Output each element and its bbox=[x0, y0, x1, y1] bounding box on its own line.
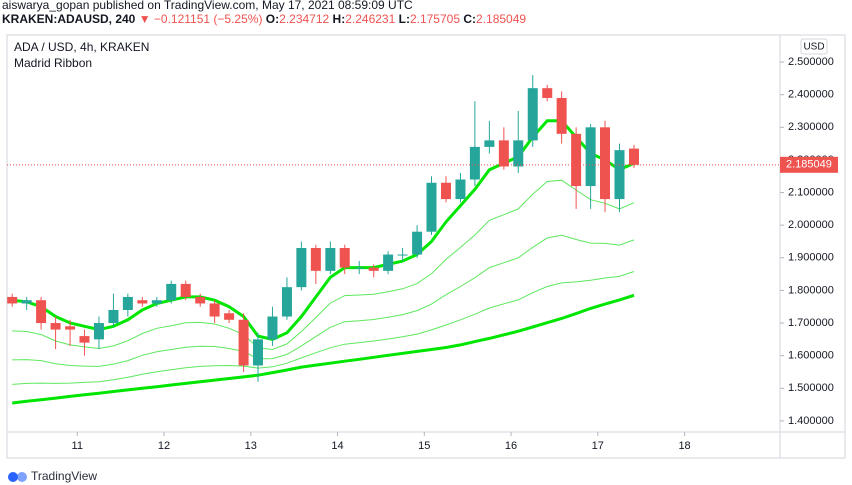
candle-body bbox=[238, 319, 249, 366]
logo-mark bbox=[8, 472, 18, 482]
chart-title: ADA / USD, 4h, KRAKEN bbox=[14, 40, 149, 54]
symbol-line: KRAKEN:ADAUSD, 240 ▼ −0.121151 (−5.25%) … bbox=[2, 12, 526, 26]
frame bbox=[6, 34, 846, 459]
candle-body bbox=[21, 300, 32, 304]
candle-body bbox=[498, 140, 509, 167]
candle-body bbox=[36, 300, 47, 324]
candle-body bbox=[310, 248, 321, 271]
candle-body bbox=[296, 248, 307, 288]
candle-body bbox=[469, 146, 480, 180]
candle-body bbox=[195, 296, 206, 304]
candle-body bbox=[383, 254, 394, 271]
candle-body bbox=[440, 182, 451, 200]
x-tick-label: 14 bbox=[331, 440, 343, 452]
y-tick-label: 1.900000 bbox=[788, 252, 834, 264]
x-tick-label: 17 bbox=[592, 440, 604, 452]
y-tick-label: 2.100000 bbox=[788, 186, 834, 198]
candle-body bbox=[122, 296, 133, 310]
candle-body bbox=[65, 326, 76, 330]
ribbon-line bbox=[12, 119, 635, 341]
candle-body bbox=[79, 336, 90, 343]
y-tick-label: 1.600000 bbox=[788, 350, 834, 362]
candle-body bbox=[628, 148, 639, 165]
candle-body bbox=[93, 323, 104, 340]
low-label: L: bbox=[399, 12, 410, 26]
close-value: 2.185049 bbox=[476, 12, 526, 26]
low-value: 2.175705 bbox=[410, 12, 460, 26]
candle-body bbox=[354, 267, 365, 269]
y-tick-label: 1.400000 bbox=[788, 415, 834, 427]
candle-body bbox=[426, 182, 437, 232]
header: aiswarya_gopan published on TradingView.… bbox=[2, 0, 413, 12]
brand: TradingView bbox=[31, 469, 97, 483]
indicator-name: Madrid Ribbon bbox=[14, 56, 92, 70]
change: ▼ −0.121151 (−5.25%) bbox=[139, 12, 263, 26]
candle-body bbox=[281, 287, 292, 317]
open-value: 2.234712 bbox=[279, 12, 329, 26]
currency-box[interactable] bbox=[800, 38, 828, 55]
y-tick-label: 1.800000 bbox=[788, 284, 834, 296]
candle-body bbox=[542, 88, 553, 98]
ribbon-line bbox=[12, 293, 635, 405]
x-tick-label: 11 bbox=[72, 440, 83, 452]
candle-body bbox=[484, 140, 495, 147]
candle-body bbox=[527, 88, 538, 141]
y-tick-label: 2.500000 bbox=[788, 56, 834, 68]
candle-body bbox=[556, 97, 567, 134]
last-price-box bbox=[780, 156, 838, 173]
candle-body bbox=[252, 339, 263, 366]
candle-body bbox=[151, 300, 162, 304]
candle-body bbox=[267, 316, 278, 340]
candle-body bbox=[513, 140, 524, 167]
candle-body bbox=[108, 309, 119, 324]
candle-body bbox=[166, 283, 177, 301]
close-label: C: bbox=[463, 12, 476, 26]
ribbon-line bbox=[12, 234, 635, 367]
x-tick-label: 12 bbox=[158, 440, 170, 452]
candle-body bbox=[224, 313, 235, 320]
logo-mark bbox=[17, 472, 27, 482]
high-label: H: bbox=[333, 12, 346, 26]
candle-body bbox=[7, 296, 18, 304]
candle-body bbox=[600, 127, 611, 200]
open-label: O: bbox=[266, 12, 279, 26]
x-tick-label: 16 bbox=[505, 440, 517, 452]
candle-body bbox=[585, 127, 596, 187]
candle-body bbox=[412, 231, 423, 255]
y-tick-label: 1.500000 bbox=[788, 382, 834, 394]
candle-body bbox=[209, 303, 220, 317]
candle-body bbox=[50, 323, 61, 330]
ribbon-line bbox=[12, 271, 635, 385]
candle-body bbox=[397, 254, 408, 256]
high-value: 2.246231 bbox=[345, 12, 395, 26]
candle-body bbox=[571, 133, 582, 187]
x-tick-label: 18 bbox=[678, 440, 690, 452]
currency: USD bbox=[803, 42, 824, 53]
ribbon-line bbox=[12, 179, 635, 351]
candle-body bbox=[368, 267, 379, 271]
candle-body bbox=[455, 179, 466, 200]
candle-body bbox=[614, 150, 625, 200]
candle-body bbox=[137, 300, 148, 304]
y-tick-label: 2.300000 bbox=[788, 121, 834, 133]
candle-body bbox=[325, 248, 336, 271]
candle-body bbox=[180, 283, 191, 297]
y-tick-label: 2.400000 bbox=[788, 89, 834, 101]
footer-logo bbox=[8, 472, 27, 482]
y-tick-label: 2.000000 bbox=[788, 219, 834, 231]
y-tick-label: 1.700000 bbox=[788, 317, 834, 329]
last-price-label: 2.185049 bbox=[786, 159, 832, 171]
candle-body bbox=[339, 248, 350, 268]
symbol: KRAKEN:ADAUSD, 240 bbox=[2, 12, 136, 26]
x-tick-label: 13 bbox=[245, 440, 257, 452]
x-tick-label: 15 bbox=[418, 440, 430, 452]
